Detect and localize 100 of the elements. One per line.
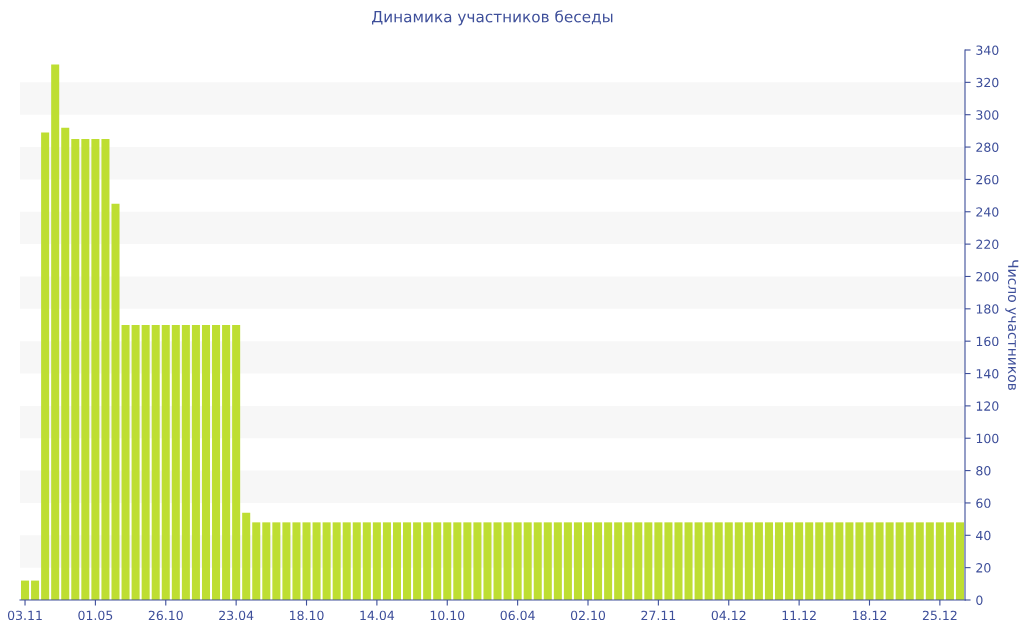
bar: [915, 522, 924, 600]
bar: [141, 325, 150, 600]
bar: [212, 325, 221, 600]
bar: [423, 522, 432, 600]
x-tick-label: 26.10: [148, 610, 183, 621]
bar: [493, 522, 502, 600]
bar: [523, 522, 532, 600]
bar: [724, 522, 733, 600]
bar: [252, 522, 261, 600]
bar: [71, 138, 80, 600]
x-tick-label: 27.11: [641, 610, 676, 620]
bar: [583, 522, 593, 600]
x-tick-label: 18.12: [852, 610, 887, 621]
bar: [171, 325, 180, 600]
bar: [191, 325, 200, 600]
bar: [664, 522, 673, 600]
bar: [734, 522, 743, 600]
bar: [533, 522, 542, 600]
y-axis-title: Число участников: [1005, 260, 1019, 391]
bar: [272, 522, 281, 600]
bar: [885, 522, 894, 600]
bar: [151, 325, 160, 600]
y-tick-label: 200: [976, 271, 999, 282]
bar: [825, 522, 834, 600]
y-tick-label: 300: [976, 110, 999, 120]
x-tick-label: 10.10: [430, 610, 465, 621]
bar: [21, 580, 30, 600]
bar: [392, 522, 402, 600]
bar: [362, 522, 371, 600]
x-tick-label: 14.04: [360, 610, 395, 621]
bar: [795, 522, 804, 600]
bar: [674, 522, 683, 600]
bar: [754, 522, 763, 600]
bar: [443, 522, 452, 600]
bar: [704, 522, 713, 600]
x-tick-label: 11.12: [782, 610, 816, 620]
bar: [121, 325, 130, 600]
bar: [604, 522, 613, 600]
y-tick-label: 320: [976, 77, 999, 88]
bar: [875, 522, 884, 600]
bar: [714, 522, 723, 600]
bar: [242, 512, 251, 600]
bar: [553, 522, 562, 600]
bar: [694, 522, 703, 600]
bar: [905, 522, 914, 600]
x-tick-label: 23.04: [219, 610, 254, 621]
y-tick-label: 220: [976, 239, 999, 250]
bar: [332, 522, 341, 600]
bar: [855, 522, 864, 600]
bar: [413, 522, 422, 600]
bar: [262, 522, 271, 600]
y-tick-label: 140: [976, 369, 999, 379]
x-tick-label: 03.11: [7, 610, 42, 621]
x-tick-label: 25.12: [922, 610, 957, 621]
bar: [181, 325, 190, 600]
bar: [594, 522, 603, 600]
y-tick-label: 340: [976, 45, 999, 55]
bar: [543, 522, 552, 600]
bar: [322, 522, 331, 600]
bar: [945, 522, 954, 600]
bar: [232, 325, 241, 600]
bar: [463, 522, 472, 600]
x-tick-label: 18.10: [290, 610, 324, 621]
bar: [573, 522, 582, 600]
bar: [161, 325, 170, 600]
bar: [935, 522, 944, 600]
bar: [111, 203, 120, 600]
bar: [91, 138, 100, 600]
y-tick-label: 120: [976, 401, 999, 411]
y-tick-label: 180: [976, 304, 999, 314]
bar: [483, 522, 492, 600]
bar: [382, 522, 391, 600]
y-tick-label: 260: [976, 174, 999, 185]
bar: [131, 325, 140, 600]
bar: [403, 522, 412, 600]
bar: [684, 522, 693, 600]
bar: [764, 522, 773, 600]
bar: [815, 522, 824, 600]
bar: [845, 522, 854, 600]
y-tick-label: 160: [976, 336, 999, 347]
bar: [282, 522, 291, 600]
chart-title: Динамика участников беседы: [372, 10, 613, 26]
bar: [785, 522, 794, 600]
bar: [372, 522, 381, 600]
bar: [61, 127, 70, 600]
bar: [352, 522, 361, 600]
x-tick-label: 04.12: [711, 610, 746, 621]
bar: [302, 522, 311, 600]
y-tick-label: 100: [976, 433, 999, 444]
y-tick-label: 80: [976, 466, 991, 476]
bar: [624, 522, 633, 600]
bar: [503, 522, 512, 600]
bar: [805, 522, 814, 600]
bar: [51, 64, 60, 600]
bar: [342, 522, 351, 600]
y-tick-label: 40: [976, 530, 991, 541]
x-tick-label: 06.04: [500, 610, 535, 621]
bar: [614, 522, 623, 600]
bar: [895, 522, 904, 600]
bar: [312, 522, 321, 600]
